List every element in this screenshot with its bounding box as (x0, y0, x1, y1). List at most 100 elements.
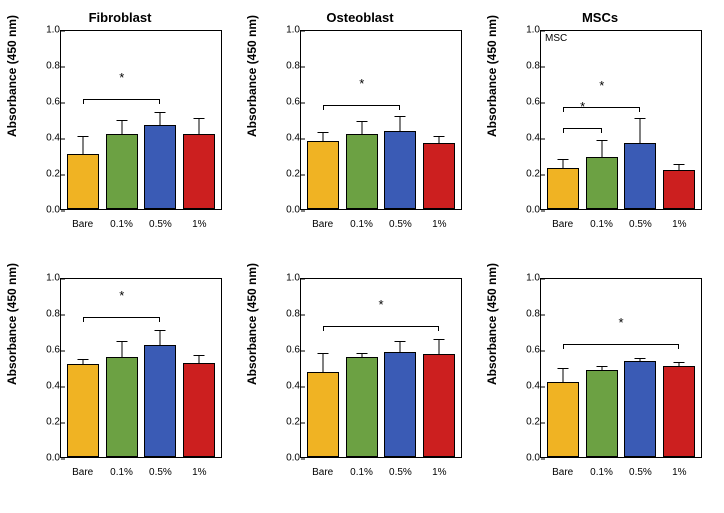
x-ticks: Bare0.1%0.5%1% (300, 219, 462, 230)
y-tick-label: 0.6 (526, 97, 540, 108)
panel-title: Fibroblast (10, 10, 230, 25)
bar (346, 357, 378, 457)
y-tick-label: 0.4 (526, 381, 540, 392)
significance-bracket (323, 326, 438, 327)
y-tick-label: 0.0 (286, 453, 300, 464)
error-bar (361, 121, 362, 135)
significance-bracket (83, 99, 160, 100)
x-ticks: Bare 0.1% 0.5% 1% (60, 467, 222, 478)
bars-container (61, 31, 221, 209)
error-bar (400, 116, 401, 132)
y-ticks: 0.00.20.40.60.81.0 (280, 30, 300, 210)
y-tick-label: 1.0 (46, 273, 60, 284)
chart-grid: FibroblastAbsorbance (450 nm)*0.00.20.40… (10, 10, 710, 488)
error-bar (400, 341, 401, 353)
plot-area: MSC** (540, 30, 702, 210)
y-tick-label: 0.8 (526, 61, 540, 72)
y-tick-label: 0.8 (286, 61, 300, 72)
bar (586, 370, 618, 457)
chart-panel: MSCsAbsorbance (450 nm)MSC**0.00.20.40.6… (490, 10, 710, 240)
bar (423, 143, 455, 209)
significance-bracket (563, 128, 601, 129)
error-bar (323, 353, 324, 372)
panel-title: MSCs (490, 10, 710, 25)
bar (547, 168, 579, 209)
bars-container (541, 279, 701, 457)
x-tick-label: 1% (183, 219, 215, 230)
bar (384, 352, 416, 457)
y-tick-label: 1.0 (46, 25, 60, 36)
y-ticks: 0.00.20.40.60.81.0 (520, 30, 540, 210)
plot-area: * (60, 30, 222, 210)
y-tick-label: 1.0 (526, 25, 540, 36)
bar (624, 361, 656, 457)
error-bar (601, 366, 602, 371)
error-bar (121, 341, 122, 358)
x-tick-label: 1% (183, 467, 215, 478)
y-tick-label: 0.8 (46, 309, 60, 320)
x-tick-label: 0.5% (384, 219, 416, 230)
error-bar (160, 330, 161, 346)
y-tick-label: 0.2 (46, 169, 60, 180)
x-tick-label: Bare (546, 467, 578, 478)
chart-panel: Absorbance (450 nm)*0.00.20.40.60.81.0Ba… (250, 258, 470, 488)
significance-star: * (119, 288, 124, 303)
y-axis-label: Absorbance (450 nm) (5, 262, 19, 384)
bar (106, 357, 138, 457)
bar (106, 134, 138, 209)
bar (144, 345, 176, 457)
y-tick-label: 0.4 (46, 381, 60, 392)
bar (384, 131, 416, 209)
bar (307, 141, 339, 209)
x-tick-label: 1% (663, 219, 695, 230)
y-axis-label: Absorbance (450 nm) (245, 14, 259, 136)
error-bar (601, 140, 602, 159)
x-tick-label: 0.1% (105, 467, 137, 478)
y-tick-label: 0.0 (46, 205, 60, 216)
x-tick-label: 0.1% (585, 219, 617, 230)
bar (67, 364, 99, 457)
y-tick-label: 0.6 (286, 97, 300, 108)
bar (663, 366, 695, 457)
x-tick-label: 1% (663, 467, 695, 478)
y-tick-label: 0.0 (46, 453, 60, 464)
error-bar (198, 355, 199, 364)
chart-panel: FibroblastAbsorbance (450 nm)*0.00.20.40… (10, 10, 230, 240)
y-tick-label: 0.4 (526, 133, 540, 144)
y-tick-label: 0.6 (286, 345, 300, 356)
bar (183, 363, 215, 457)
error-bar (563, 159, 564, 169)
x-tick-label: 0.5% (384, 467, 416, 478)
error-bar (361, 353, 362, 358)
x-ticks: Bare0.1%0.5%1% (540, 219, 702, 230)
error-bar (160, 112, 161, 126)
bars-container (541, 31, 701, 209)
y-ticks: 0.00.20.40.60.81.0 (280, 278, 300, 458)
y-tick-label: 0.8 (526, 309, 540, 320)
chart-panel: OsteoblastAbsorbance (450 nm)*0.00.20.40… (250, 10, 470, 240)
bar (346, 134, 378, 209)
x-tick-label: 0.1% (105, 219, 137, 230)
error-bar (640, 358, 641, 361)
error-bar (438, 136, 439, 145)
error-bar (438, 339, 439, 355)
y-tick-label: 1.0 (286, 273, 300, 284)
x-ticks: Bare0.1%0.5%1% (60, 219, 222, 230)
x-ticks: Bare0.1%0.5%1% (300, 467, 462, 478)
x-tick-label: Bare (66, 467, 98, 478)
y-tick-label: 0.2 (526, 417, 540, 428)
panel-title: Osteoblast (250, 10, 470, 25)
y-tick-label: 0.6 (46, 345, 60, 356)
bar (307, 372, 339, 457)
x-tick-label: 0.5% (144, 467, 176, 478)
significance-star: * (599, 78, 604, 93)
y-tick-label: 0.0 (526, 453, 540, 464)
error-bar (83, 136, 84, 155)
bar (624, 143, 656, 209)
x-tick-label: Bare (546, 219, 578, 230)
y-tick-label: 0.0 (526, 205, 540, 216)
significance-bracket (563, 344, 678, 345)
x-tick-label: 0.5% (144, 219, 176, 230)
error-bar (678, 164, 679, 171)
error-bar (563, 368, 564, 384)
